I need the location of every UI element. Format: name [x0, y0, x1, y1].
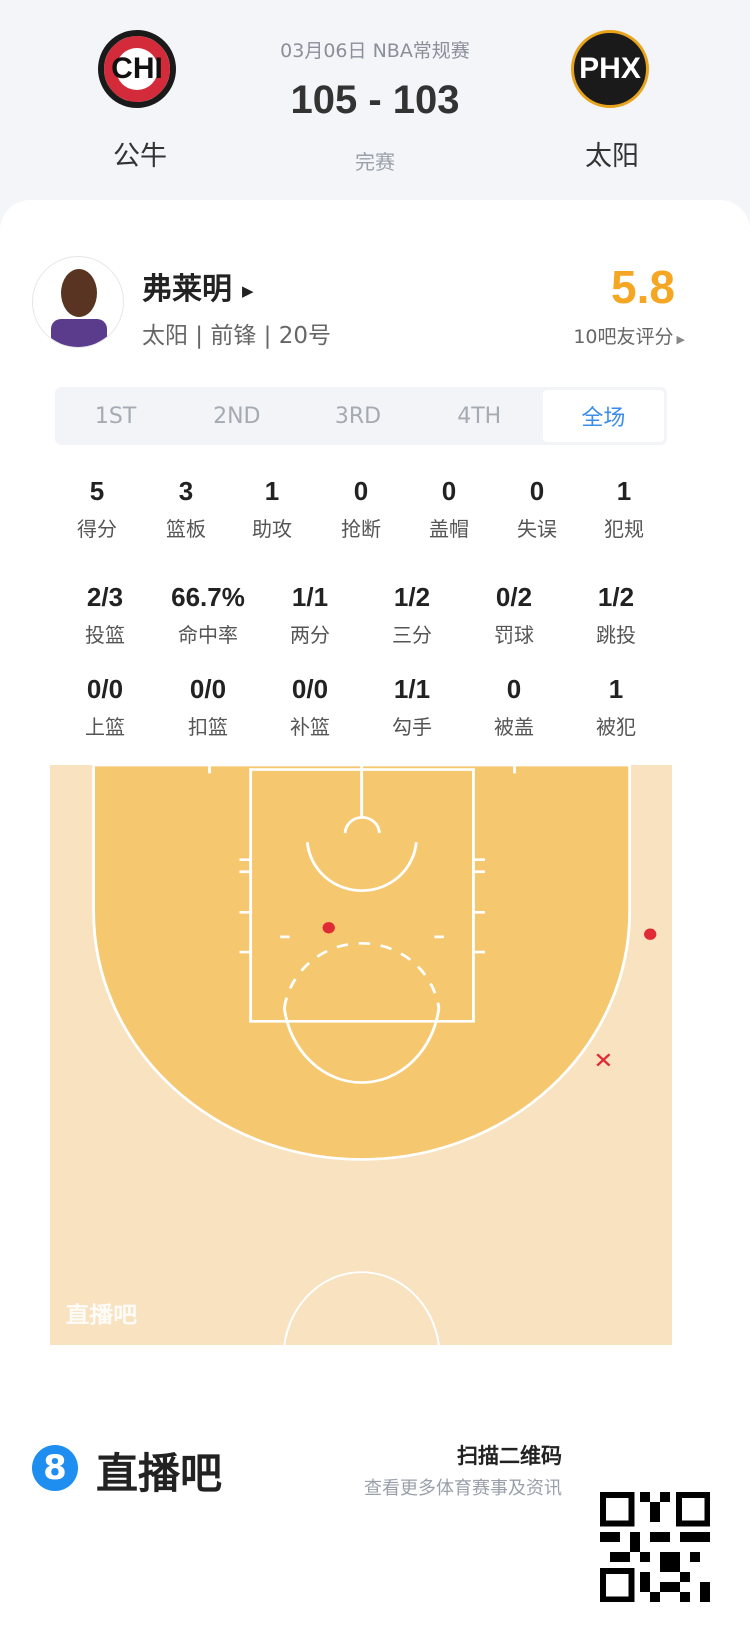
tab-3rd[interactable]: 3RD — [334, 403, 382, 429]
stat-item: 0 失误 — [487, 476, 587, 542]
stat-label: 上篮 — [85, 715, 125, 739]
tab-1st[interactable]: 1ST — [94, 403, 137, 429]
stat-label: 扣篮 — [188, 715, 228, 739]
stat-item: 0 抢断 — [311, 476, 411, 542]
stat-label: 补篮 — [290, 715, 330, 739]
qr-code-icon[interactable] — [600, 1492, 710, 1602]
stat-label: 抢断 — [341, 517, 381, 541]
stat-label: 得分 — [77, 517, 117, 541]
stat-item: 0/0 补篮 — [260, 674, 360, 740]
stat-value: 1 — [264, 476, 280, 506]
tab-2nd[interactable]: 2ND — [213, 403, 261, 429]
stat-item: 1/2 跳投 — [566, 582, 666, 648]
stat-label: 命中率 — [178, 623, 238, 647]
stat-label: 助攻 — [252, 517, 292, 541]
center-circle — [283, 1271, 440, 1345]
missed-shot-marker — [596, 1053, 611, 1067]
stat-label: 犯规 — [604, 517, 644, 541]
stat-value: 0/0 — [189, 674, 227, 704]
player-name[interactable]: 弗莱明 ▶ — [142, 264, 254, 308]
stat-label: 被犯 — [596, 715, 636, 739]
stat-item: 1/2 三分 — [362, 582, 462, 648]
stat-value: 0/2 — [495, 582, 533, 612]
player-photo-icon — [51, 269, 107, 347]
made-shot-marker — [322, 922, 335, 934]
stat-value: 0 — [353, 476, 369, 506]
stat-item: 1 犯规 — [574, 476, 674, 542]
stat-label: 罚球 — [494, 623, 534, 647]
score: 105 - 103 — [290, 78, 460, 122]
stat-value: 5 — [89, 476, 105, 506]
stat-item: 1/1 两分 — [260, 582, 360, 648]
period-tabs: 1ST 2ND 3RD 4TH 全场 — [55, 387, 667, 445]
brand-name: 直播吧 — [96, 1449, 223, 1498]
stat-item: 0 被盖 — [464, 674, 564, 740]
tab-full-game[interactable]: 全场 — [542, 390, 665, 442]
stat-item: 0/0 上篮 — [55, 674, 155, 740]
stat-item: 1 被犯 — [566, 674, 666, 740]
brand-logo-icon: 8 — [32, 1445, 78, 1491]
court-watermark: 直播吧 — [66, 1302, 138, 1328]
stat-label: 篮板 — [166, 517, 206, 541]
player-rating: 5.8 — [611, 261, 675, 313]
stat-label: 盖帽 — [429, 517, 469, 541]
stat-item: 1 助攻 — [222, 476, 322, 542]
stat-item: 5 得分 — [47, 476, 147, 542]
restricted-arc — [305, 842, 418, 892]
stat-value: 0/0 — [86, 674, 124, 704]
stat-label: 被盖 — [494, 715, 534, 739]
stat-value: 0 — [529, 476, 545, 506]
stat-label: 两分 — [290, 623, 330, 647]
stat-value: 1/1 — [393, 674, 431, 704]
stat-value: 1 — [608, 674, 624, 704]
home-team-name: 公牛 — [113, 141, 167, 172]
rating-link[interactable]: 10吧友评分 ▶ — [573, 322, 685, 349]
away-team-name: 太阳 — [585, 141, 639, 172]
stat-value: 3 — [178, 476, 194, 506]
stat-value: 0/0 — [291, 674, 329, 704]
stat-value: 1/1 — [291, 582, 329, 612]
stat-value: 66.7% — [171, 582, 245, 612]
stat-value: 0 — [441, 476, 457, 506]
free-throw-arc — [282, 1007, 441, 1084]
stat-label: 投篮 — [85, 623, 125, 647]
stat-value: 1 — [616, 476, 632, 506]
caret-right-icon: ▶ — [242, 281, 254, 300]
caret-right-icon: ▶ — [676, 333, 685, 346]
stat-item: 66.7% 命中率 — [158, 582, 258, 648]
scan-title: 扫描二维码 — [457, 1444, 562, 1468]
stat-item: 3 篮板 — [136, 476, 236, 542]
shot-chart-court: 直播吧 — [50, 765, 672, 1345]
rating-label: 10吧友评分 — [573, 326, 674, 348]
tab-4th[interactable]: 4TH — [457, 403, 502, 429]
player-name-text: 弗莱明 — [142, 272, 232, 307]
stat-label: 勾手 — [392, 715, 432, 739]
stat-item: 2/3 投篮 — [55, 582, 155, 648]
stat-label: 失误 — [517, 517, 557, 541]
stat-label: 跳投 — [596, 623, 636, 647]
rim — [343, 816, 381, 834]
game-meta: 03月06日 NBA常规赛 — [280, 40, 470, 62]
player-avatar[interactable] — [32, 256, 124, 348]
game-status: 完赛 — [355, 150, 395, 174]
stat-item: 0 盖帽 — [399, 476, 499, 542]
stat-label: 三分 — [392, 623, 432, 647]
stat-value: 0 — [506, 674, 522, 704]
stat-value: 1/2 — [393, 582, 431, 612]
player-info: 太阳 | 前锋 | 20号 — [142, 323, 332, 349]
chi-team-logo[interactable]: CHI — [98, 30, 176, 108]
stat-item: 1/1 勾手 — [362, 674, 462, 740]
made-shot-marker — [644, 928, 657, 940]
stat-value: 1/2 — [597, 582, 635, 612]
scan-subtitle: 查看更多体育赛事及资讯 — [364, 1478, 562, 1499]
free-throw-dashed-arc — [282, 942, 441, 1009]
three-point-area — [92, 765, 632, 1161]
stat-item: 0/0 扣篮 — [158, 674, 258, 740]
stat-value: 2/3 — [86, 582, 124, 612]
phx-team-logo[interactable]: PHX — [571, 30, 649, 108]
stat-item: 0/2 罚球 — [464, 582, 564, 648]
